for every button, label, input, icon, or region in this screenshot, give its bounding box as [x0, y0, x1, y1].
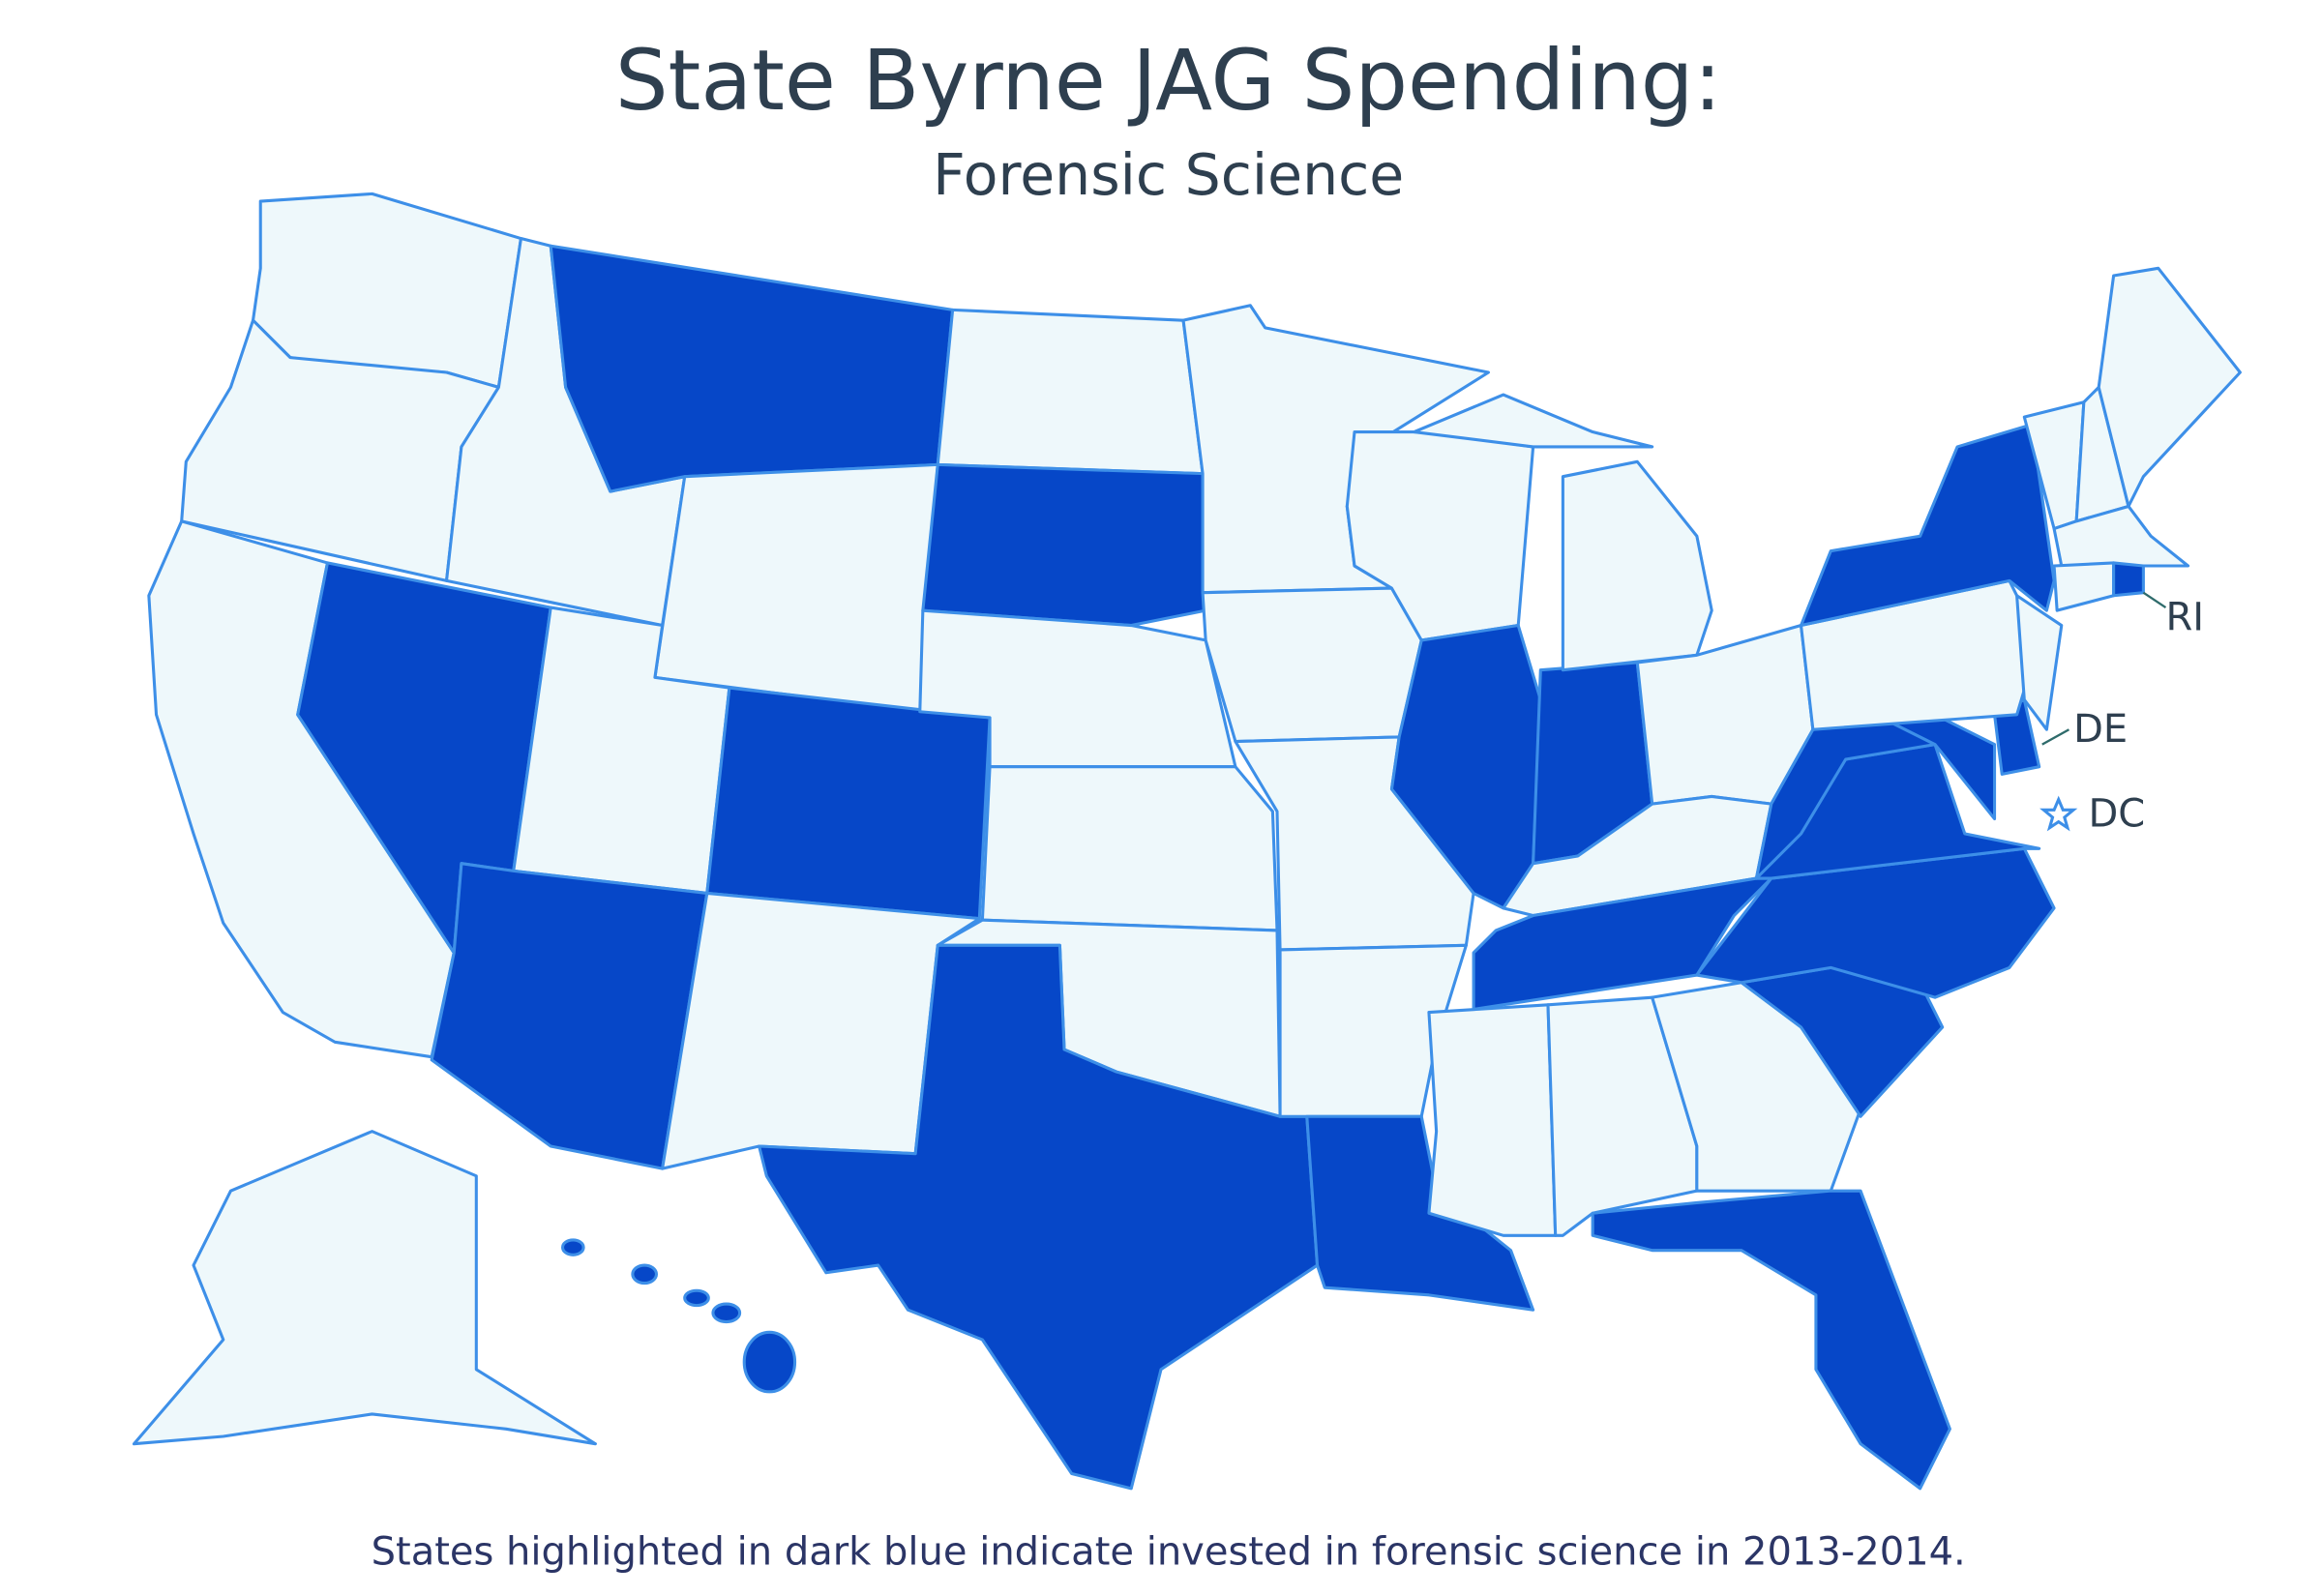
- state: [1427, 1003, 1558, 1237]
- label: DE: [2073, 707, 2128, 752]
- island: [742, 1330, 797, 1394]
- state: [705, 686, 992, 921]
- state: [936, 308, 1205, 476]
- leader-line: [2142, 591, 2167, 609]
- island: [711, 1302, 742, 1324]
- state: [1591, 1189, 1951, 1491]
- state: [2112, 561, 2145, 598]
- state: [132, 1130, 597, 1446]
- label: RI: [2165, 595, 2204, 639]
- state: [653, 462, 939, 714]
- state: [758, 943, 1320, 1491]
- island: [683, 1288, 710, 1308]
- state: [1201, 586, 1423, 744]
- state: [980, 765, 1279, 932]
- state: [1561, 459, 1713, 672]
- label: DC: [2088, 791, 2145, 836]
- dc-star: [2039, 795, 2078, 832]
- title: State Byrne JAG Spending:: [615, 33, 1722, 130]
- island: [631, 1263, 658, 1286]
- state: [921, 462, 1207, 628]
- state: [1413, 393, 1654, 449]
- subtitle: Forensic Science: [933, 142, 1404, 208]
- state: [1305, 1114, 1535, 1312]
- state: [2015, 594, 2064, 731]
- island: [561, 1238, 585, 1256]
- caption: States highlighted in dark blue indicate…: [372, 1530, 1966, 1575]
- leader-line: [2041, 728, 2070, 746]
- states: [132, 192, 2242, 1491]
